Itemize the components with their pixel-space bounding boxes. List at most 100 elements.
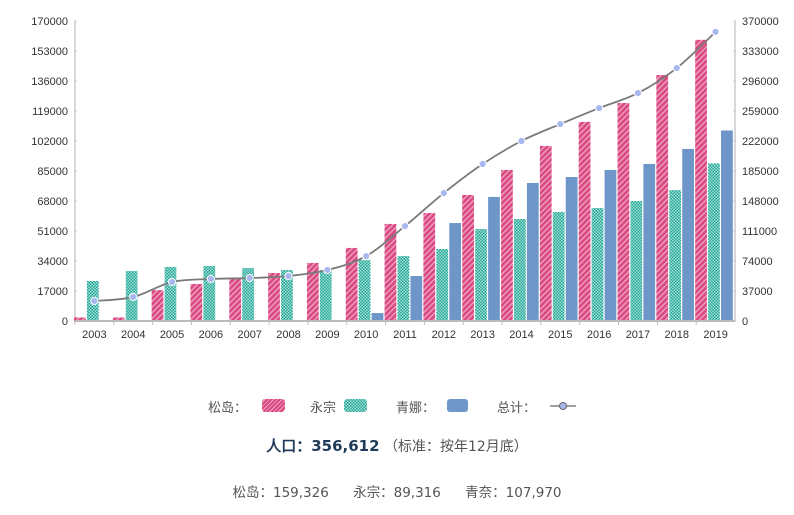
bar-yeongjong — [436, 249, 449, 321]
bar-songdo — [695, 39, 707, 321]
right-y-axis: 0 37000 74000 111000 148000 185000 222000 25900… — [733, 16, 779, 328]
legend-cheongna-swatch — [447, 399, 468, 412]
right-tick-label: 37000 — [742, 286, 773, 298]
bar-yeongjong — [475, 229, 487, 321]
left-tick-label: 102000 — [31, 136, 68, 148]
bar-songdo — [345, 247, 358, 321]
x-tick-label: 2017 — [626, 329, 650, 341]
left-tick-label: 68000 — [37, 196, 68, 208]
bar-yeongjong — [164, 267, 177, 321]
x-tick-label: 2016 — [587, 329, 611, 341]
left-tick-label: 153000 — [31, 46, 68, 58]
bar-cheongna — [488, 196, 500, 321]
bar-yeongjong — [708, 163, 720, 321]
total-point — [478, 159, 487, 169]
bar-songdo — [74, 317, 86, 321]
right-tick-label: 333000 — [742, 46, 779, 58]
total-point — [633, 88, 643, 98]
total-point — [439, 188, 448, 198]
bar-cheongna — [410, 276, 423, 321]
bar-yeongjong — [591, 208, 604, 321]
legend-yeongjong-swatch — [344, 399, 367, 412]
x-tick-label: 2003 — [82, 329, 106, 341]
right-tick-label: 74000 — [742, 256, 773, 268]
bar-songdo — [656, 75, 669, 321]
total-point — [517, 136, 526, 146]
total-point — [400, 221, 410, 231]
bar-yeongjong — [552, 211, 565, 321]
bar-yeongjong — [242, 268, 254, 321]
total-point — [323, 265, 332, 275]
bar-songdo — [501, 169, 513, 321]
right-tick-label: 222000 — [742, 136, 779, 148]
left-tick-label: 17000 — [37, 286, 68, 298]
total-line — [90, 27, 720, 306]
total-point — [245, 273, 254, 283]
x-tick-label: 2011 — [393, 329, 417, 341]
legend-total-label: 总计： — [497, 401, 537, 416]
bar-cheongna — [565, 177, 578, 321]
x-tick-label: 2014 — [509, 329, 533, 341]
total-point — [206, 274, 215, 284]
x-tick-label: 2015 — [548, 329, 572, 341]
breakdown-songdo: 松岛：159,326 — [232, 485, 329, 501]
left-tick-label: 85000 — [37, 166, 68, 178]
total-point — [556, 119, 565, 129]
bar-songdo — [229, 279, 242, 321]
x-tick-label: 2006 — [199, 329, 223, 341]
left-tick-label: 0 — [62, 316, 68, 328]
bar-songdo — [578, 121, 591, 321]
legend: 松岛： 永宗 青娜： 总计： — [0, 395, 794, 417]
bar-songdo — [617, 103, 630, 321]
bar-cheongna — [721, 130, 733, 321]
bar-yeongjong — [630, 201, 643, 321]
right-tick-label: 0 — [742, 316, 748, 328]
x-tick-label: 2013 — [470, 329, 494, 341]
bar-songdo — [306, 262, 319, 321]
right-tick-label: 111000 — [742, 226, 777, 238]
population-note: （标准：按年12月底） — [383, 439, 528, 455]
bar-cheongna — [604, 169, 617, 321]
bar-cheongna — [643, 163, 656, 321]
population-headline: 人口：356,612 （标准：按年12月底） — [0, 435, 794, 456]
x-axis: 2003 2004 2005 2006 2007 2008 2009 2010 2011 2012… — [74, 320, 735, 341]
bar-yeongjong — [319, 270, 332, 321]
x-tick-label: 2019 — [703, 329, 727, 341]
bar-songdo — [112, 317, 125, 321]
bar-yeongjong — [514, 219, 526, 321]
x-tick-label: 2004 — [121, 329, 145, 341]
bar-songdo — [539, 145, 552, 321]
breakdown-yeongjong: 永宗：89,316 — [353, 485, 441, 501]
bar-songdo — [462, 195, 474, 321]
total-point — [711, 27, 720, 36]
bar-songdo — [190, 283, 203, 321]
x-tick-label: 2005 — [160, 329, 184, 341]
x-tick-label: 2012 — [432, 329, 456, 341]
right-tick-label: 370000 — [742, 16, 779, 28]
total-point — [167, 277, 177, 287]
population-breakdown: 松岛：159,326 永宗：89,316 青奈：107,970 — [0, 481, 794, 501]
population-value: 356,612 — [311, 437, 380, 455]
right-tick-label: 259000 — [742, 106, 779, 118]
breakdown-cheongna: 青奈：107,970 — [465, 485, 562, 501]
total-point — [672, 63, 681, 73]
total-point — [129, 292, 138, 302]
bar-cheongna — [526, 183, 539, 321]
right-tick-label: 148000 — [742, 196, 779, 208]
population-chart: 0 17000 34000 51000 68000 85000 102000 119000 13… — [31, 16, 779, 341]
bar-yeongjong — [358, 260, 371, 321]
legend-songdo-label: 松岛： — [208, 401, 248, 416]
x-tick-label: 2009 — [315, 329, 339, 341]
bar-songdo — [423, 213, 436, 321]
left-tick-label: 34000 — [37, 256, 68, 268]
bar-songdo — [384, 223, 397, 321]
left-tick-label: 170000 — [31, 16, 68, 28]
right-tick-label: 185000 — [742, 166, 779, 178]
total-point — [595, 103, 604, 113]
bar-yeongjong — [669, 190, 682, 321]
legend-songdo-swatch — [262, 399, 285, 412]
bar-songdo — [151, 290, 164, 321]
right-tick-label: 296000 — [742, 76, 779, 88]
x-tick-label: 2010 — [354, 329, 378, 341]
legend-yeongjong-label: 永宗 — [310, 401, 337, 416]
